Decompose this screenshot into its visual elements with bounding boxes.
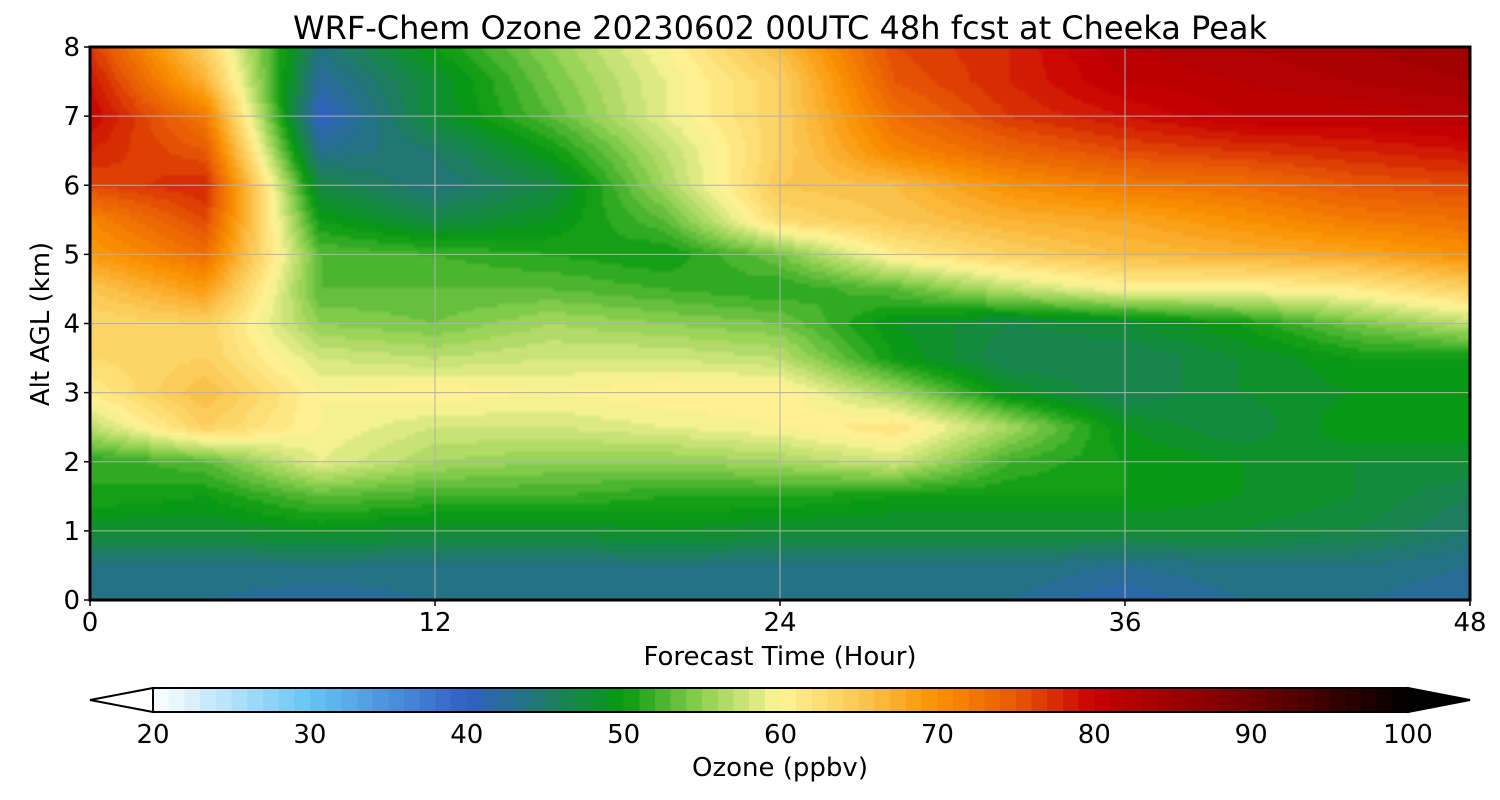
x-axis-label: Forecast Time (Hour) (643, 642, 916, 672)
grid-lines (90, 47, 1470, 600)
colorbar-tick-label: 20 (136, 720, 169, 750)
colorbar-tick-label: 70 (921, 720, 954, 750)
colorbar-extend-low (89, 686, 154, 714)
y-tick-label: 0 (63, 586, 80, 616)
colorbar-extend-high (1407, 686, 1471, 714)
x-tick-label: 12 (418, 608, 451, 638)
y-tick-label: 3 (63, 379, 80, 409)
colorbar-tick-label: 50 (607, 720, 640, 750)
colorbar-ticks: 20 30 40 50 60 70 80 90 100 (136, 720, 1432, 750)
y-tick-label: 6 (63, 171, 80, 201)
y-tick-label: 4 (63, 310, 80, 340)
colorbar-tick-label: 60 (764, 720, 797, 750)
colorbar-tick-label: 30 (293, 720, 326, 750)
plot-area (88, 45, 1472, 602)
chart-title: WRF-Chem Ozone 20230602 00UTC 48h fcst a… (293, 9, 1268, 47)
y-axis-label: Alt AGL (km) (26, 242, 56, 406)
y-axis-ticks: 0 1 2 3 4 5 6 7 8 (63, 33, 90, 616)
colorbar-tick-label: 90 (1235, 720, 1268, 750)
y-tick-label: 5 (63, 240, 80, 270)
y-tick-label: 8 (63, 33, 80, 63)
x-tick-label: 24 (763, 608, 796, 638)
colorbar-tick-label: 100 (1383, 720, 1433, 750)
y-tick-label: 7 (63, 102, 80, 132)
x-tick-label: 0 (82, 608, 99, 638)
y-tick-label: 2 (63, 448, 80, 478)
colorbar: 20 30 40 50 60 70 80 90 100 Ozone (ppbv) (89, 686, 1471, 783)
x-axis-ticks: 0 12 24 36 48 (82, 600, 1487, 638)
colorbar-tick-label: 80 (1078, 720, 1111, 750)
x-tick-label: 48 (1453, 608, 1486, 638)
x-tick-label: 36 (1108, 608, 1141, 638)
colorbar-tick-label: 40 (450, 720, 483, 750)
y-tick-label: 1 (63, 517, 80, 547)
colorbar-gradient (153, 688, 1408, 712)
colorbar-label: Ozone (ppbv) (692, 753, 868, 783)
